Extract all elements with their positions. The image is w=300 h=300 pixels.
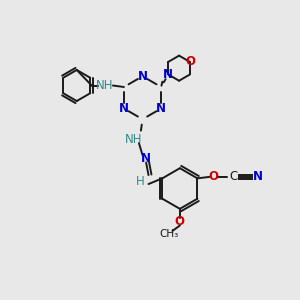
- Text: C: C: [230, 170, 238, 183]
- Text: N: N: [253, 170, 263, 183]
- Text: N: N: [163, 68, 173, 81]
- Text: N: N: [156, 102, 166, 115]
- Text: CH₃: CH₃: [160, 229, 179, 239]
- Text: NH: NH: [96, 79, 113, 92]
- Text: N: N: [119, 102, 129, 115]
- Text: N: N: [137, 70, 148, 83]
- Text: NH: NH: [125, 133, 142, 146]
- Text: O: O: [185, 56, 195, 68]
- Text: H: H: [136, 175, 145, 188]
- Text: O: O: [208, 170, 218, 183]
- Text: O: O: [175, 215, 185, 228]
- Text: N: N: [141, 152, 151, 165]
